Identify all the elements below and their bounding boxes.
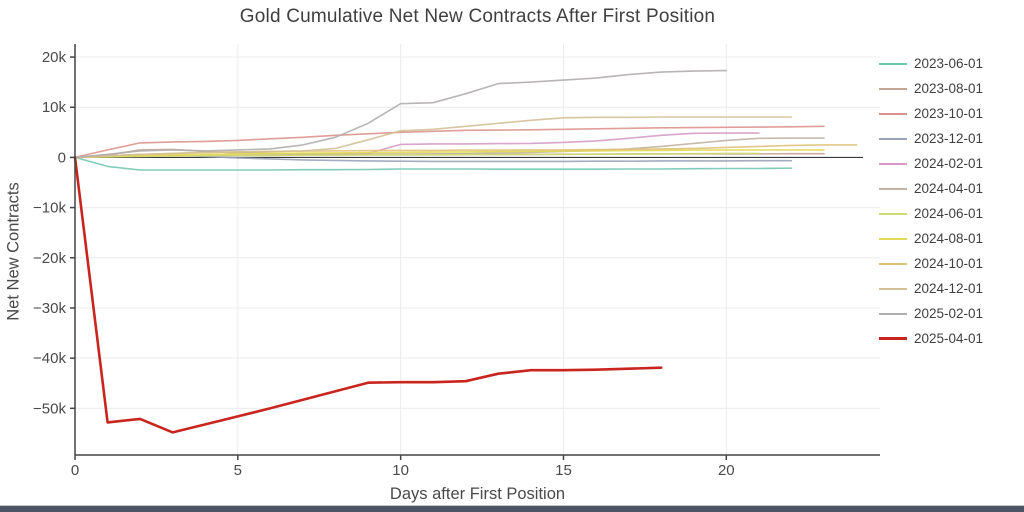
legend-label: 2025-04-01 — [914, 331, 984, 346]
chart-title: Gold Cumulative Net New Contracts After … — [239, 6, 716, 27]
legend-item-2023-08-01[interactable]: 2023-08-01 — [879, 76, 983, 101]
legend-label: 2024-04-01 — [914, 181, 984, 196]
y-tick-label: 0 — [58, 149, 66, 166]
y-tick-label: 10k — [42, 99, 67, 116]
legend-label: 2024-08-01 — [914, 231, 984, 246]
legend-label: 2023-06-01 — [914, 56, 984, 71]
x-tick-label: 0 — [71, 462, 79, 479]
legend-label: 2024-02-01 — [914, 156, 984, 171]
legend-label: 2023-08-01 — [914, 81, 984, 96]
legend-line-swatch — [879, 62, 907, 65]
legend-item-2025-04-01[interactable]: 2025-04-01 — [879, 326, 983, 351]
y-tick-label: −20k — [33, 250, 66, 267]
legend-item-2023-10-01[interactable]: 2023-10-01 — [879, 101, 983, 126]
legend-line-swatch — [879, 87, 907, 90]
legend-line-swatch — [879, 262, 907, 265]
series-line-2024-12-01 — [74, 116, 793, 159]
legend-item-2024-08-01[interactable]: 2024-08-01 — [879, 226, 983, 251]
legend-label: 2024-06-01 — [914, 206, 984, 221]
bottom-bar — [0, 505, 1024, 512]
series-line-2024-06-01 — [74, 152, 760, 159]
legend-item-2025-02-01[interactable]: 2025-02-01 — [879, 301, 983, 326]
series-line-2023-10-01 — [74, 125, 825, 159]
x-tick-label: 5 — [234, 462, 242, 479]
legend-line-swatch — [879, 312, 907, 315]
y-tick-label: −30k — [33, 300, 66, 317]
y-tick-label: −40k — [33, 350, 66, 367]
legend-label: 2023-12-01 — [914, 131, 984, 146]
legend-line-swatch — [879, 137, 907, 140]
legend-line-swatch — [879, 187, 907, 190]
series-line-2025-04-01 — [73, 156, 663, 434]
y-tick-label: −10k — [33, 200, 66, 217]
legend-item-2024-02-01[interactable]: 2024-02-01 — [879, 151, 983, 176]
legend-item-2023-06-01[interactable]: 2023-06-01 — [879, 51, 983, 76]
legend-line-swatch — [879, 112, 907, 115]
x-tick-label: 15 — [555, 462, 572, 479]
legend: 2023-06-01 2023-08-01 2023-10-01 2023-12-01… — [879, 51, 983, 351]
x-tick-label: 10 — [392, 462, 409, 479]
series-line-2024-08-01 — [74, 149, 825, 159]
legend-item-2023-12-01[interactable]: 2023-12-01 — [879, 126, 983, 151]
legend-line-swatch — [879, 212, 907, 215]
legend-line-swatch — [879, 287, 907, 290]
legend-item-2024-04-01[interactable]: 2024-04-01 — [879, 176, 983, 201]
legend-item-2024-06-01[interactable]: 2024-06-01 — [879, 201, 983, 226]
legend-item-2024-12-01[interactable]: 2024-12-01 — [879, 276, 983, 301]
y-tick-label: 20k — [42, 49, 67, 66]
x-axis-title: Days after First Position — [389, 485, 566, 503]
series-line-2025-02-01 — [74, 69, 728, 159]
legend-item-2024-10-01[interactable]: 2024-10-01 — [879, 251, 983, 276]
y-axis-title: Net New Contracts — [4, 182, 23, 321]
legend-label: 2023-10-01 — [914, 106, 984, 121]
legend-label: 2024-12-01 — [914, 281, 984, 296]
series-line-2023-06-01 — [74, 156, 793, 171]
legend-line-swatch — [879, 337, 907, 340]
legend-line-swatch — [879, 162, 907, 165]
legend-line-swatch — [879, 237, 907, 240]
legend-label: 2025-02-01 — [914, 306, 984, 321]
legend-label: 2024-10-01 — [914, 256, 984, 271]
x-tick-label: 20 — [718, 462, 735, 479]
y-tick-label: −50k — [33, 400, 66, 417]
